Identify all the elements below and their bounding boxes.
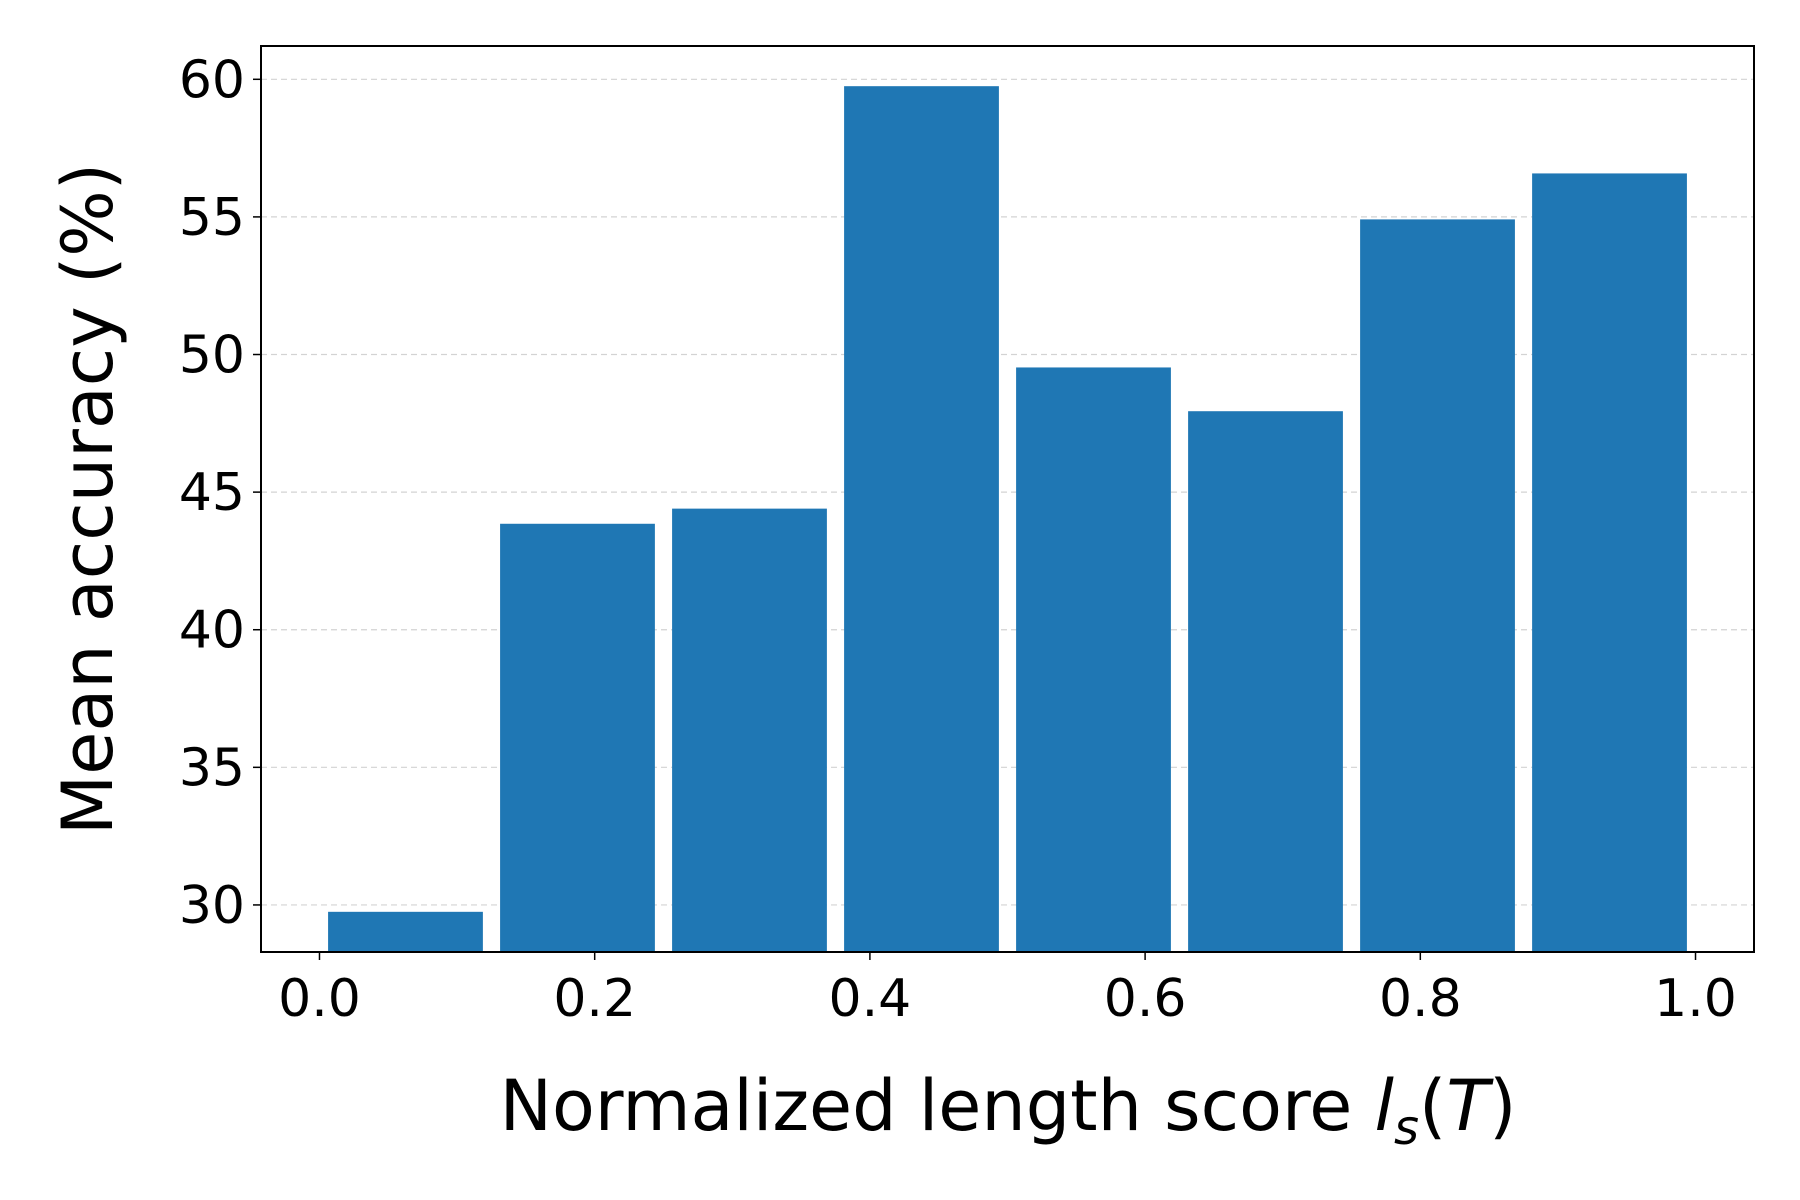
y-tick-label: 45 bbox=[179, 463, 245, 523]
bar bbox=[1188, 411, 1343, 953]
x-axis-label: Normalized length score ls(T) bbox=[500, 1065, 1517, 1156]
y-tick-label: 30 bbox=[179, 876, 245, 936]
bar bbox=[1532, 173, 1687, 952]
x-label-text: Normalized length score bbox=[500, 1065, 1375, 1147]
bar bbox=[1360, 219, 1515, 952]
x-label-math: ) bbox=[1489, 1065, 1516, 1147]
y-tick-label: 55 bbox=[179, 188, 245, 248]
x-tick-label: 0.0 bbox=[278, 969, 361, 1029]
y-tick-label: 60 bbox=[179, 50, 245, 110]
bar bbox=[328, 911, 483, 952]
x-tick-label: 1.0 bbox=[1654, 969, 1737, 1029]
y-axis-label: Mean accuracy (%) bbox=[47, 163, 129, 835]
y-tick-label: 35 bbox=[179, 738, 245, 798]
y-tick-label: 40 bbox=[179, 601, 245, 661]
x-label-math: l bbox=[1375, 1065, 1395, 1147]
bar bbox=[500, 523, 655, 952]
plot-frame bbox=[260, 45, 1755, 953]
bar bbox=[672, 508, 827, 952]
x-label-sub: s bbox=[1394, 1100, 1419, 1156]
bar bbox=[1016, 367, 1171, 952]
x-tick-label: 0.6 bbox=[1104, 969, 1187, 1029]
x-label-math: ( bbox=[1419, 1065, 1446, 1147]
y-tick-label: 50 bbox=[179, 326, 245, 386]
x-label-math: T bbox=[1446, 1065, 1494, 1147]
x-tick-label: 0.2 bbox=[553, 969, 636, 1029]
x-tick-label: 0.4 bbox=[829, 969, 912, 1029]
x-tick-label: 0.8 bbox=[1379, 969, 1462, 1029]
bar bbox=[844, 86, 999, 953]
